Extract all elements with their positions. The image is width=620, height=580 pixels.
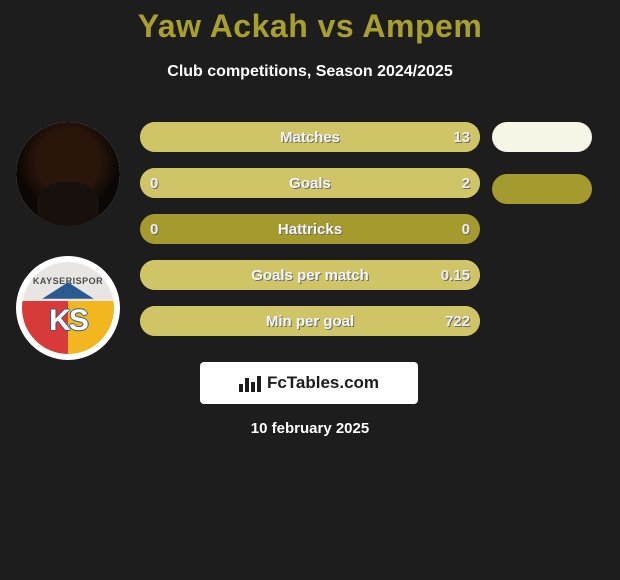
stat-value-left: 0 [140,168,168,198]
stat-rows: Matches13Goals02Hattricks00Goals per mat… [140,122,480,352]
stat-value-right: 0.15 [431,260,480,290]
side-blobs [482,122,602,226]
bars-icon [239,374,261,392]
stat-value-right: 13 [443,122,480,152]
player-left-avatar [16,122,120,226]
stat-label: Hattricks [140,214,480,244]
page-title: Yaw Ackah vs Ampem [0,0,620,45]
stat-value-left [140,122,160,152]
stat-label: Min per goal [140,306,480,336]
club-crest-icon: KAYSERISPOR KS [22,262,114,354]
side-blob [492,122,592,152]
page-date: 10 february 2025 [0,420,620,437]
stat-row: Hattricks0 0 [140,214,480,244]
stat-row: Goals0 2 [140,168,480,198]
stat-value-right: 2 [452,168,480,198]
side-blob [492,174,592,204]
crest-letters: KS [22,304,114,338]
fctables-label: FcTables.com [267,373,379,393]
stat-label: Goals [140,168,480,198]
stat-value-left [140,306,160,336]
stat-value-left [140,260,160,290]
stat-label: Matches [140,122,480,152]
player-face-icon [16,122,120,226]
stat-row: Goals per match0.15 [140,260,480,290]
stat-row: Min per goal722 [140,306,480,336]
stat-value-right: 722 [435,306,480,336]
player-right-crest: KAYSERISPOR KS [16,256,120,360]
fctables-badge[interactable]: FcTables.com [200,362,418,404]
avatars-column: KAYSERISPOR KS [8,122,128,390]
stat-row: Matches13 [140,122,480,152]
stat-value-right: 0 [452,214,480,244]
stat-value-left: 0 [140,214,168,244]
page-subtitle: Club competitions, Season 2024/2025 [0,63,620,81]
stat-label: Goals per match [140,260,480,290]
